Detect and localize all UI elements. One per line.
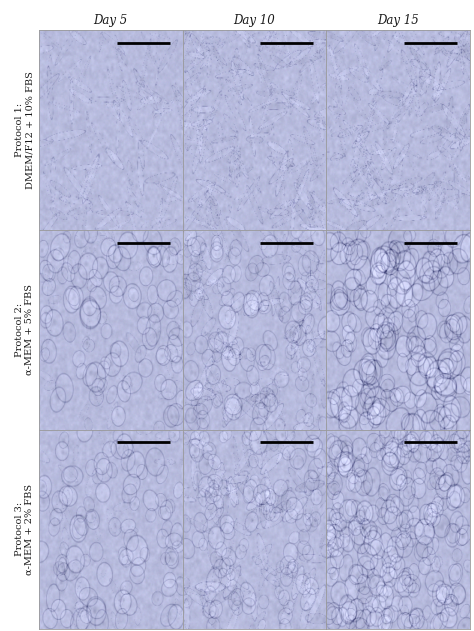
Text: Protocol 3:
α-MEM + 2% FBS: Protocol 3: α-MEM + 2% FBS bbox=[15, 484, 34, 575]
Text: Day 5: Day 5 bbox=[94, 13, 128, 27]
Text: Day 10: Day 10 bbox=[234, 13, 275, 27]
Text: Protocol 2:
α-MEM + 5% FBS: Protocol 2: α-MEM + 5% FBS bbox=[15, 284, 34, 375]
Text: Day 15: Day 15 bbox=[377, 13, 419, 27]
Text: Protocol 1:
DMEM/F12 + 10% FBS: Protocol 1: DMEM/F12 + 10% FBS bbox=[15, 71, 34, 189]
